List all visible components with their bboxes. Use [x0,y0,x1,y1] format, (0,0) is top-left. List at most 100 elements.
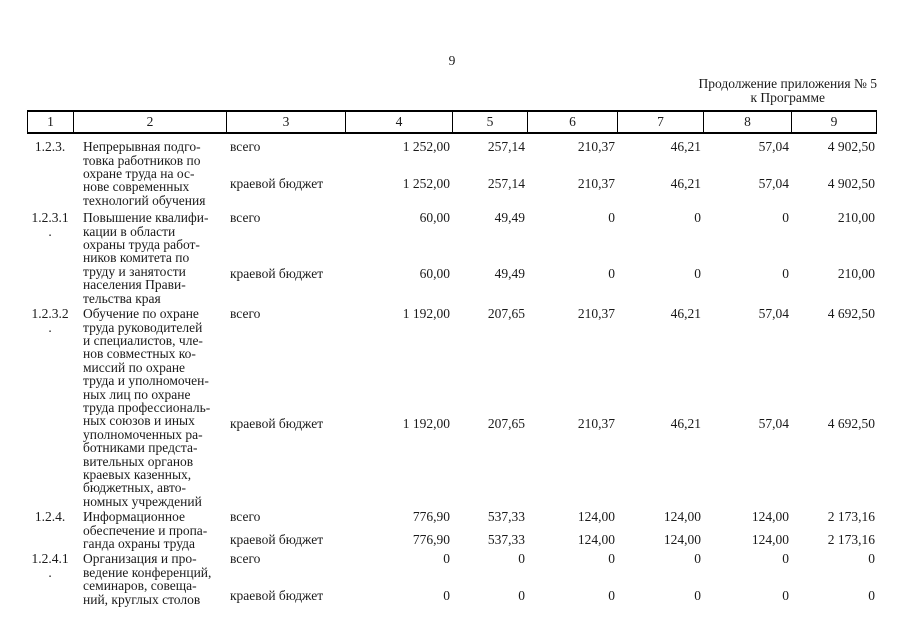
value-cell: 57,04 [758,416,789,432]
funding-source-label: краевой бюджет [230,416,324,432]
funding-source-label: краевой бюджет [230,587,324,603]
value-cell: 4 692,50 [827,416,875,432]
value-cell: 0 [608,266,615,282]
column-number-cell: 7 [618,112,704,133]
value-cell: 0 [782,587,789,603]
value-cell: 0 [518,587,525,603]
value-cell: 0 [608,551,615,567]
table-row: 1.2.3.2 . Обучение по охране труда руково… [27,307,877,508]
column-number-cell: 5 [453,112,528,133]
value-cell: 210,37 [577,416,615,432]
row-activity-name: Организация и про- ведение конференций, … [83,551,212,607]
table-row: 1.2.4.1 . Организация и про- ведение конф… [27,552,877,606]
value-cell: 0 [518,551,525,567]
value-cell: 0 [782,551,789,567]
value-cell: 46,21 [670,416,701,432]
column-number-cell: 4 [346,112,453,133]
value-cell: 124,00 [577,509,615,525]
column-number-cell: 3 [227,112,346,133]
value-cell: 0 [694,266,701,282]
column-number-cell: 2 [74,112,227,133]
value-cell: 1 252,00 [402,176,450,192]
column-number-cell: 1 [28,112,74,133]
value-cell: 57,04 [758,139,789,155]
value-cell: 46,21 [670,176,701,192]
value-cell: 210,37 [577,139,615,155]
value-cell: 210,00 [837,266,875,282]
table-body: 1.2.3. Непрерывная подго- товка работнико… [27,140,877,606]
column-number-cell: 9 [830,114,838,130]
value-cell: 0 [608,587,615,603]
row-activity-name: Непрерывная подго- товка работников по о… [83,139,206,208]
value-cell: 49,49 [494,210,525,226]
value-cell: 1 192,00 [402,306,450,322]
value-cell: 49,49 [494,266,525,282]
value-cell: 60,00 [419,210,450,226]
value-cell: 776,90 [412,509,450,525]
row-number: 1.2.3. [34,139,66,155]
continuation-note: Продолжение приложения № 5 к Программе [698,76,877,105]
value-cell: 1 252,00 [402,139,450,155]
table-row: 1.2.3. Непрерывная подго- товка работнико… [27,140,877,207]
value-cell: 124,00 [663,509,701,525]
value-cell: 0 [694,210,701,226]
table-row: 1.2.3.1 . Повышение квалифи- кации в обла… [27,211,877,305]
value-cell: 124,00 [663,531,701,547]
row-activity-name: Информационное обеспечение и пропа- ганд… [83,509,208,551]
funding-source-label: краевой бюджет [230,531,324,547]
row-number: 1.2.3.1 . [31,210,69,239]
value-cell: 57,04 [758,176,789,192]
column-number-cell: 6 [528,112,618,133]
value-cell: 1 192,00 [402,416,450,432]
row-activity-name: Обучение по охране труда руководителей и… [83,306,211,509]
value-cell: 4 902,50 [827,139,875,155]
page-number: 9 [448,53,456,68]
value-cell: 57,04 [758,306,789,322]
value-cell: 0 [443,551,450,567]
funding-source-label: краевой бюджет [230,266,324,282]
value-cell: 124,00 [751,531,789,547]
value-cell: 0 [868,587,875,603]
value-cell: 4 902,50 [827,176,875,192]
funding-source-label: всего [230,509,261,525]
value-cell: 4 692,50 [827,306,875,322]
value-cell: 210,37 [577,306,615,322]
value-cell: 0 [782,266,789,282]
row-number: 1.2.3.2 . [31,306,69,335]
value-cell: 0 [694,587,701,603]
value-cell: 0 [868,551,875,567]
funding-source-label: всего [230,306,261,322]
funding-source-label: всего [230,551,261,567]
value-cell: 0 [608,210,615,226]
column-number-cell: 8 [704,112,792,133]
value-cell: 124,00 [577,531,615,547]
value-cell: 257,14 [487,176,525,192]
value-cell: 2 173,16 [827,531,875,547]
value-cell: 776,90 [412,531,450,547]
value-cell: 46,21 [670,139,701,155]
value-cell: 0 [782,210,789,226]
continuation-note-wrap: Продолжение приложения № 5 к Программе [27,77,877,104]
value-cell: 537,33 [487,531,525,547]
value-cell: 0 [443,587,450,603]
funding-source-label: всего [230,210,261,226]
value-cell: 207,65 [487,416,525,432]
value-cell: 2 173,16 [827,509,875,525]
value-cell: 46,21 [670,306,701,322]
table-row: 1.2.4. Информационное обеспечение и пропа… [27,509,877,551]
row-number: 1.2.4. [34,509,66,525]
value-cell: 207,65 [487,306,525,322]
value-cell: 537,33 [487,509,525,525]
document-page: 9 Продолжение приложения № 5 к Программе… [27,54,877,606]
value-cell: 60,00 [419,266,450,282]
value-cell: 124,00 [751,509,789,525]
funding-source-label: краевой бюджет [230,176,324,192]
value-cell: 210,00 [837,210,875,226]
value-cell: 257,14 [487,139,525,155]
row-number: 1.2.4.1 . [31,551,69,580]
row-activity-name: Повышение квалифи- кации в области охран… [83,210,209,306]
funding-source-label: всего [230,139,261,155]
value-cell: 210,37 [577,176,615,192]
value-cell: 0 [694,551,701,567]
